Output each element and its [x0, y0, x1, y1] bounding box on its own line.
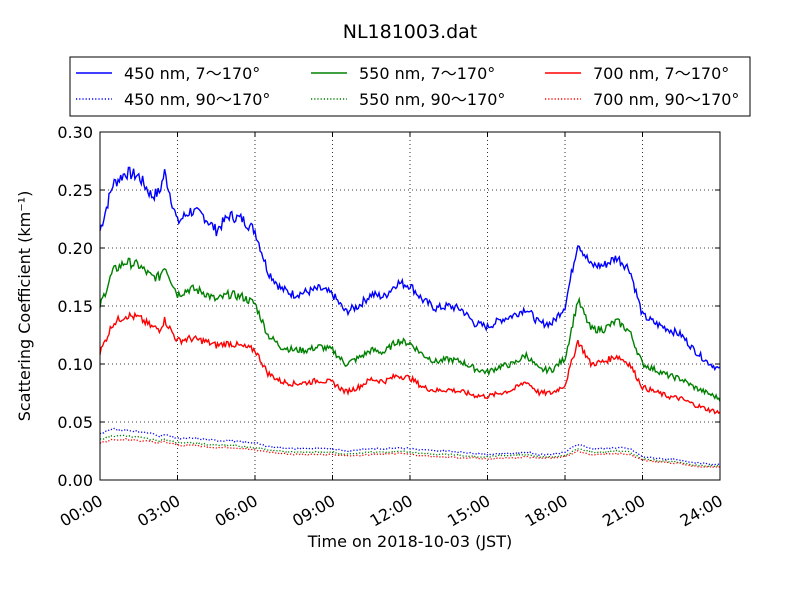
legend-label-2: 700 nm, 7～170° — [593, 64, 729, 83]
grid-lines — [100, 132, 720, 480]
x-axis-label: Time on 2018-10-03 (JST) — [307, 532, 512, 551]
legend-label-4: 550 nm, 90～170° — [359, 90, 505, 109]
y-tick-label: 0.00 — [57, 471, 93, 490]
chart-title: NL181003.dat — [343, 21, 478, 43]
y-tick-label: 0.30 — [57, 123, 93, 142]
legend-label-3: 450 nm, 90～170° — [124, 90, 270, 109]
series-line-2 — [99, 311, 721, 415]
y-tick-label: 0.10 — [57, 355, 93, 374]
y-tick-label: 0.20 — [57, 239, 93, 258]
series-lines — [99, 166, 721, 469]
y-tick-label: 0.25 — [57, 181, 93, 200]
legend: 450 nm, 7～170° 550 nm, 7～170° 700 nm, 7～17… — [69, 56, 751, 117]
legend-label-5: 700 nm, 90～170° — [593, 90, 739, 109]
legend-frame — [69, 56, 751, 117]
series-line-0 — [99, 166, 721, 372]
y-axis-label: Scattering Coefficient (km⁻¹) — [15, 191, 34, 422]
y-tick-label: 0.15 — [57, 297, 93, 316]
legend-label-0: 450 nm, 7～170° — [124, 64, 260, 83]
series-line-5 — [99, 438, 721, 469]
series-line-1 — [99, 257, 721, 402]
y-tick-label: 0.05 — [57, 413, 93, 432]
legend-label-1: 550 nm, 7～170° — [359, 64, 495, 83]
series-line-3 — [99, 427, 721, 466]
series-line-4 — [99, 434, 721, 468]
